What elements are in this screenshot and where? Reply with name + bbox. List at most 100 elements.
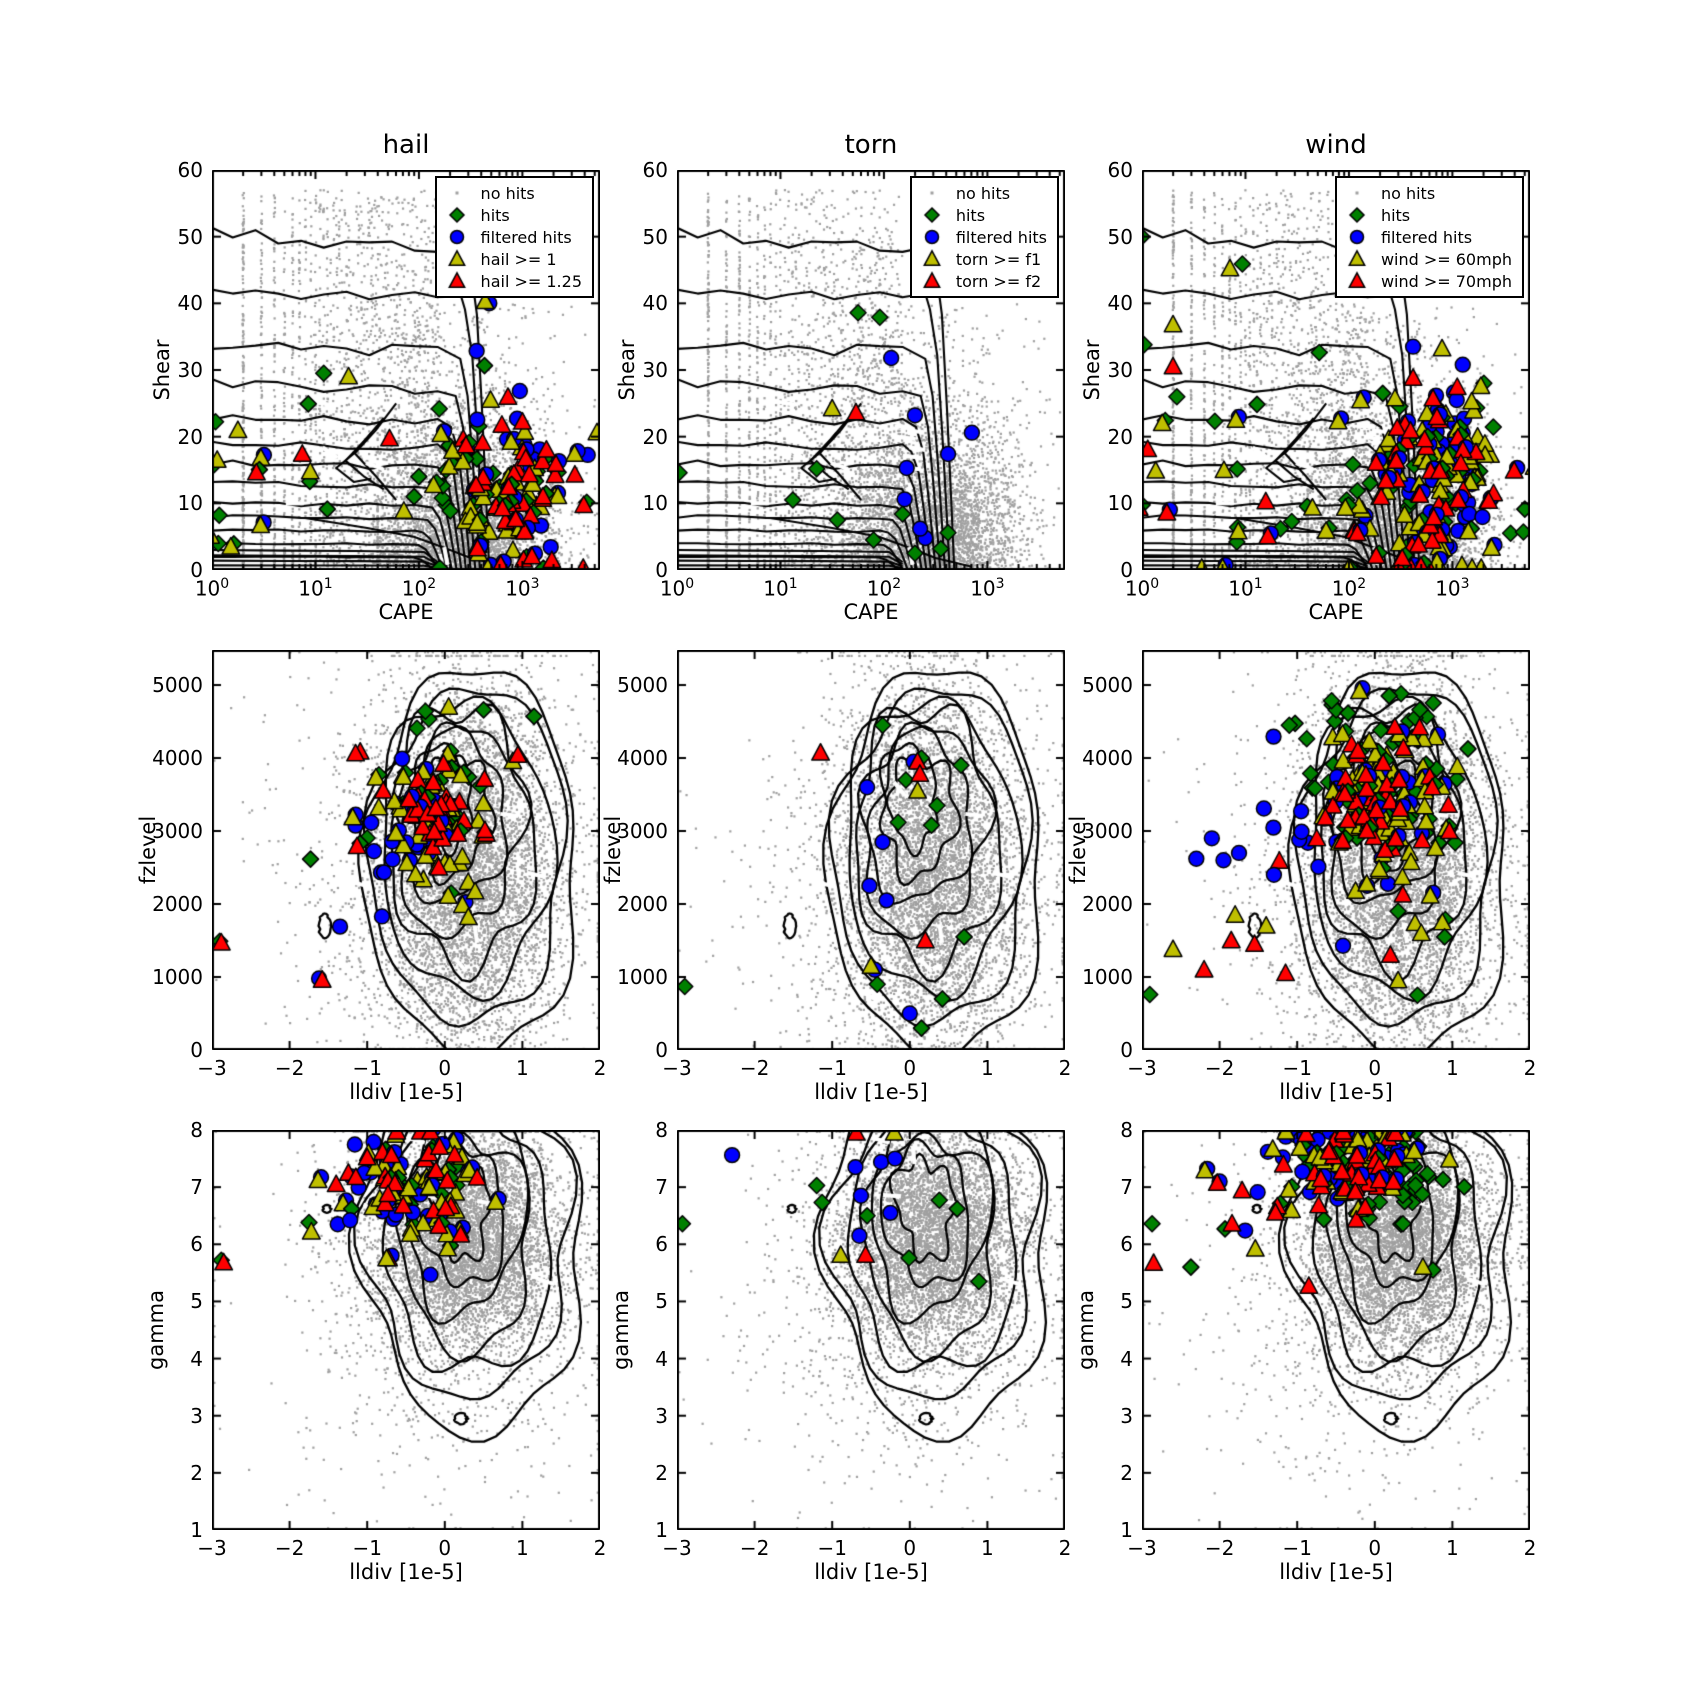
x-tick-label: 0 [438, 1536, 452, 1560]
legend-label: wind >= 60mph [1380, 249, 1512, 269]
y-tick-label: 8 [655, 1118, 668, 1142]
x-tick-label: −2 [274, 1056, 305, 1080]
circle-marker-icon [443, 227, 471, 247]
diamond-marker-icon [1343, 205, 1371, 225]
x-tick-exponent: 0 [685, 576, 695, 592]
x-tick-label: −2 [739, 1056, 770, 1080]
x-tick-label: 1 [516, 1536, 529, 1560]
y-tick-label: 4 [190, 1346, 203, 1371]
y-tick-label: 3 [1120, 1403, 1133, 1428]
x-tick-base: 10 [1124, 576, 1151, 601]
x-tick-label: 102 [402, 576, 436, 601]
x-tick-label: 1 [516, 1056, 529, 1080]
x-tick-label: −1 [817, 1536, 847, 1560]
x-tick-exponent: 3 [1460, 576, 1470, 592]
y-tick-label: 60 [177, 158, 203, 182]
x-tick-label: 2 [1058, 1536, 1072, 1560]
x-tick-exponent: 2 [892, 576, 902, 592]
y-tick-label: 5000 [1082, 673, 1133, 698]
x-tick-base: 10 [298, 576, 324, 601]
legend-label: filtered hits [955, 227, 1047, 247]
y-tick-label: 7 [655, 1175, 668, 1200]
y-tick-label: 50 [1107, 224, 1133, 249]
x-tick-exponent: 3 [530, 576, 540, 592]
legend-entry: filtered hits [918, 226, 1047, 248]
legend-entry: hail >= 1 [443, 248, 582, 270]
x-tick-exponent: 1 [1253, 576, 1263, 592]
x-tick-label: 1 [1446, 1056, 1459, 1080]
x-tick-base: 10 [505, 576, 531, 601]
subplot-wind-lldiv-gamma: gamma lldiv [1e-5] 1 2 3 4 5 6 7 8 −3 −2 −1 0 1 2 [1074, 1118, 1536, 1584]
y-tick-label: 0 [655, 558, 668, 582]
y-tick-label: 20 [177, 424, 203, 449]
y-tick-label: 0 [655, 1038, 668, 1062]
y-tick-label: 60 [1107, 158, 1133, 182]
y-tick-label: 10 [642, 491, 668, 516]
x-tick-base: 10 [1228, 576, 1254, 601]
y-tick-label: 1000 [1082, 965, 1133, 989]
y-tick-label: 6 [1120, 1232, 1133, 1257]
y-tick-label: 50 [177, 224, 203, 249]
triangle-marker-icon [443, 249, 471, 269]
x-tick-label: −1 [1282, 1056, 1312, 1080]
y-tick-label: 5 [655, 1289, 668, 1314]
y-tick-label: 3000 [152, 819, 203, 844]
y-tick-label: 5 [190, 1289, 203, 1314]
y-tick-label: 1 [1120, 1518, 1133, 1542]
legend-entry: hits [443, 204, 582, 226]
x-tick-label: −1 [352, 1536, 382, 1560]
y-tick-label: 0 [1120, 1038, 1133, 1062]
y-axis-label: Shear [150, 339, 174, 401]
y-tick-label: 0 [1120, 558, 1133, 582]
circle-marker-icon [918, 227, 946, 247]
legend-entry: hail >= 1.25 [443, 270, 582, 292]
legend-label: filtered hits [1380, 227, 1473, 247]
x-tick-label: −3 [662, 1056, 692, 1080]
legend-label: torn >= f1 [955, 249, 1042, 269]
legend: no hits hits filtered hits wind >= 60mph win… [1334, 176, 1524, 298]
x-axis-label: CAPE [1308, 600, 1364, 624]
plot-area [1142, 1130, 1530, 1530]
y-tick-label: 30 [642, 358, 668, 382]
y-tick-label: 1000 [617, 965, 668, 989]
x-tick-label: 0 [903, 1056, 917, 1080]
y-axis-label: Shear [615, 339, 639, 401]
x-tick-label: −3 [1127, 1056, 1157, 1080]
subplot-wind-lldiv-fzlevel: fzlevel lldiv [1e-5] 0 1000 2000 3000 4000 50… [1066, 650, 1536, 1104]
y-tick-label: 10 [1107, 491, 1133, 516]
x-tick-base: 10 [866, 576, 893, 601]
subplot-torn-cape-shear: torn Shear CAPE 0 10 20 30 40 50 60 100 101 102 10… [615, 130, 1065, 624]
y-tick-label: 2 [190, 1460, 203, 1485]
legend-entry: torn >= f2 [918, 270, 1047, 292]
plot-area [212, 650, 600, 1050]
x-axis-label: CAPE [843, 600, 899, 624]
x-axis-label: lldiv [1e-5] [1279, 1560, 1393, 1584]
x-tick-label: −2 [739, 1536, 770, 1560]
x-tick-exponent: 0 [1150, 576, 1160, 592]
legend-label: torn >= f2 [955, 271, 1042, 291]
plot-title: hail [382, 130, 430, 160]
plot-area [677, 1130, 1065, 1530]
y-tick-label: 1000 [152, 965, 203, 989]
x-tick-label: −3 [197, 1536, 227, 1560]
subplot-torn-lldiv-fzlevel: fzlevel lldiv [1e-5] 0 1000 2000 3000 4000 50… [601, 650, 1071, 1104]
x-axis-label: lldiv [1e-5] [814, 1080, 928, 1104]
legend-entry: hits [1343, 204, 1512, 226]
x-axis-label: lldiv [1e-5] [349, 1560, 463, 1584]
y-axis-label: gamma [144, 1290, 168, 1370]
triangle-marker-icon [918, 271, 946, 291]
y-tick-label: 8 [1120, 1118, 1133, 1142]
x-tick-label: 2 [1523, 1536, 1537, 1560]
x-tick-label: −2 [274, 1536, 305, 1560]
y-tick-label: 2000 [152, 892, 203, 916]
subplot-torn-lldiv-gamma: gamma lldiv [1e-5] 1 2 3 4 5 6 7 8 −3 −2 −1 0 1 2 [609, 1118, 1071, 1584]
x-tick-exponent: 2 [427, 576, 437, 592]
circle-marker-icon [1343, 227, 1371, 247]
y-tick-label: 60 [642, 158, 668, 182]
legend: no hits hits filtered hits torn >= f1 torn >… [909, 176, 1059, 298]
x-tick-label: 101 [763, 576, 797, 601]
x-tick-base: 10 [659, 576, 686, 601]
y-tick-label: 4 [1120, 1346, 1133, 1371]
x-tick-label: −2 [1204, 1536, 1235, 1560]
y-tick-label: 6 [655, 1232, 668, 1257]
